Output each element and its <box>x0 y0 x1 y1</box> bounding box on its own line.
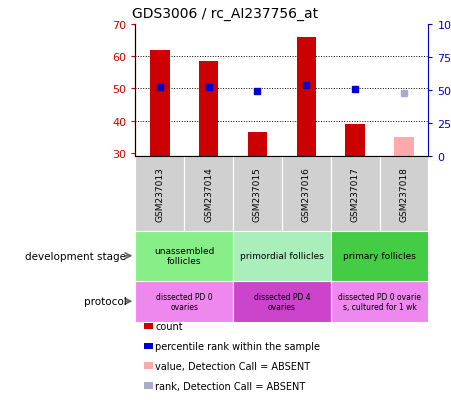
Bar <box>233 157 282 231</box>
Bar <box>184 157 233 231</box>
Text: unassembled
follicles: unassembled follicles <box>154 247 214 266</box>
Bar <box>233 231 331 281</box>
Text: value, Detection Call = ABSENT: value, Detection Call = ABSENT <box>155 361 310 371</box>
Bar <box>248 133 267 157</box>
Text: GSM237016: GSM237016 <box>302 167 311 221</box>
Bar <box>135 231 233 281</box>
Bar <box>233 281 331 322</box>
Bar <box>331 231 428 281</box>
Text: GSM237015: GSM237015 <box>253 167 262 221</box>
Bar <box>135 281 233 322</box>
Text: percentile rank within the sample: percentile rank within the sample <box>155 341 320 351</box>
Text: protocol: protocol <box>83 297 126 306</box>
Bar <box>331 281 428 322</box>
Bar <box>135 157 184 231</box>
Text: GSM237013: GSM237013 <box>155 167 164 221</box>
Text: development stage: development stage <box>25 251 126 261</box>
Text: primary follicles: primary follicles <box>343 252 416 261</box>
Text: primordial follicles: primordial follicles <box>240 252 324 261</box>
Text: GSM237018: GSM237018 <box>400 167 409 221</box>
Bar <box>380 157 428 231</box>
Text: dissected PD 0 ovarie
s, cultured for 1 wk: dissected PD 0 ovarie s, cultured for 1 … <box>338 292 421 311</box>
Text: GSM237017: GSM237017 <box>351 167 359 221</box>
Text: GDS3006 / rc_AI237756_at: GDS3006 / rc_AI237756_at <box>133 7 318 21</box>
Text: dissected PD 4
ovaries: dissected PD 4 ovaries <box>253 292 310 311</box>
Text: dissected PD 0
ovaries: dissected PD 0 ovaries <box>156 292 212 311</box>
Text: rank, Detection Call = ABSENT: rank, Detection Call = ABSENT <box>155 381 305 391</box>
Bar <box>345 125 365 157</box>
Text: count: count <box>155 321 183 331</box>
Bar <box>150 50 170 157</box>
Bar <box>297 38 316 157</box>
Bar <box>282 157 331 231</box>
Text: GSM237014: GSM237014 <box>204 167 213 221</box>
Bar <box>394 138 414 157</box>
Bar <box>199 62 218 157</box>
Bar <box>331 157 380 231</box>
